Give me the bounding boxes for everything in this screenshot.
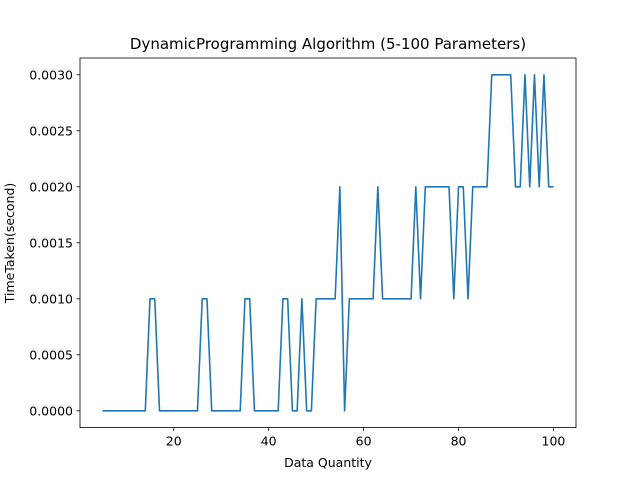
x-axis-label: Data Quantity bbox=[284, 455, 372, 470]
plot-frame bbox=[79, 57, 577, 429]
y-tick-label: 0.0010 bbox=[29, 291, 73, 306]
y-axis-label: TimeTaken(second) bbox=[2, 183, 17, 305]
plot-area bbox=[102, 74, 554, 412]
y-axis: 0.0000 0.0005 0.0010 0.0015 0.0020 0.0025 0.00… bbox=[29, 67, 80, 418]
x-tick-label: 60 bbox=[356, 434, 372, 449]
y-tick-label: 0.0020 bbox=[29, 179, 73, 194]
chart-title: DynamicProgramming Algorithm (5-100 Para… bbox=[130, 35, 526, 53]
x-tick-label: 20 bbox=[166, 434, 182, 449]
y-tick-label: 0.0000 bbox=[29, 403, 73, 418]
x-tick-label: 100 bbox=[542, 434, 566, 449]
x-axis: 20 40 60 80 100 bbox=[166, 427, 566, 449]
x-tick-label: 80 bbox=[451, 434, 467, 449]
x-tick-label: 40 bbox=[261, 434, 277, 449]
y-tick-label: 0.0030 bbox=[29, 67, 73, 82]
y-tick-label: 0.0015 bbox=[29, 235, 73, 250]
y-tick-label: 0.0025 bbox=[29, 123, 73, 138]
y-tick-label: 0.0005 bbox=[29, 347, 73, 362]
series-line bbox=[102, 74, 554, 412]
